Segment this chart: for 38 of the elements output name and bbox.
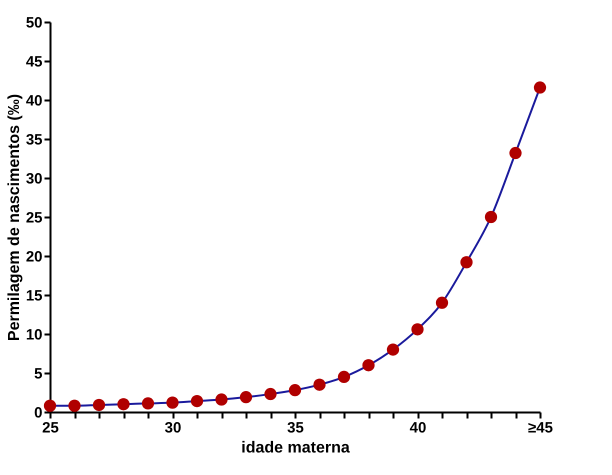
y-tick-label: 25	[26, 210, 42, 226]
point	[190, 394, 204, 408]
point	[117, 398, 130, 410]
y-tick-label: 45	[26, 54, 42, 70]
point	[68, 400, 81, 412]
y-tick-label: 50	[26, 14, 42, 32]
point	[142, 397, 154, 410]
point	[509, 146, 522, 160]
point	[166, 396, 179, 409]
point	[411, 323, 424, 336]
y-tick-label: 5	[34, 366, 42, 382]
point	[534, 81, 546, 94]
point	[386, 343, 400, 356]
x-tick-label: 40	[410, 420, 426, 436]
y-tick-label: 15	[26, 288, 42, 304]
y-tick-label: 0	[34, 404, 42, 422]
y-axis-title: Permilagem de nascimentos (‰)	[6, 94, 23, 342]
x-tick-label: 35	[287, 420, 304, 436]
x-tick-label: ≥45	[528, 420, 553, 436]
point	[313, 378, 326, 391]
point	[436, 296, 448, 309]
point	[92, 398, 106, 412]
x-axis-title: idade materna	[241, 440, 350, 456]
x-tick-label: 30	[164, 420, 182, 436]
point	[264, 388, 277, 400]
point	[484, 210, 498, 224]
point	[215, 393, 228, 406]
y-tick-label: 20	[26, 248, 42, 266]
point	[338, 370, 350, 384]
point	[240, 391, 252, 404]
point	[460, 256, 473, 268]
y-tick-label: 10	[26, 326, 42, 344]
point	[288, 384, 302, 396]
point	[44, 400, 56, 412]
point	[362, 359, 375, 372]
y-tick-label: 35	[26, 132, 42, 148]
y-tick-label: 40	[26, 92, 42, 110]
y-tick-label: 30	[26, 170, 42, 188]
